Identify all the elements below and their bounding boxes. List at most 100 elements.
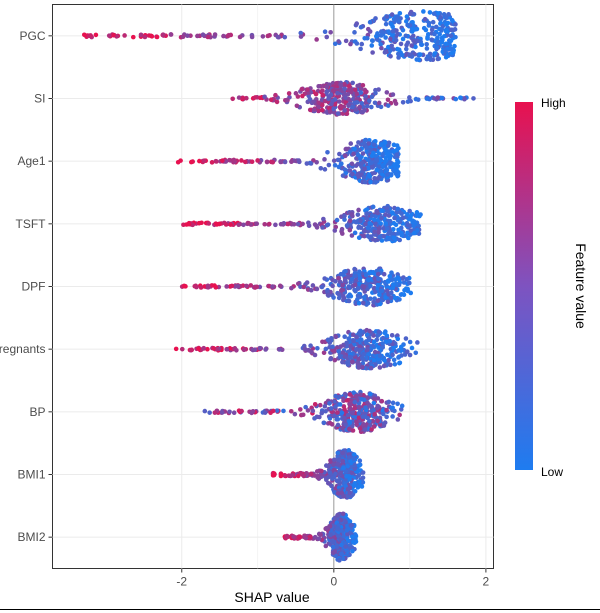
shap-point <box>378 42 383 47</box>
shap-point <box>254 284 260 290</box>
shap-point <box>384 90 390 95</box>
shap-point <box>357 347 363 353</box>
shap-point <box>348 141 354 146</box>
shap-point <box>355 285 361 291</box>
shap-point <box>142 34 148 40</box>
shap-point <box>219 410 225 415</box>
shap-point <box>418 52 423 57</box>
shap-point <box>229 283 235 289</box>
shap-point <box>337 279 343 285</box>
shap-point <box>385 151 391 157</box>
shap-point <box>347 420 353 426</box>
shap-point <box>357 337 362 343</box>
shap-point <box>274 99 280 105</box>
shap-point <box>345 486 351 492</box>
shap-point <box>322 167 328 172</box>
shap-point <box>340 231 345 236</box>
shap-point <box>209 160 215 165</box>
shap-point <box>389 333 395 338</box>
shap-point <box>372 289 378 295</box>
shap-point <box>358 24 364 30</box>
shap-point <box>357 458 363 464</box>
y-tick-label: BMI2 <box>17 530 45 544</box>
shap-point <box>370 204 376 210</box>
shap-point <box>395 333 400 338</box>
shap-point <box>340 511 346 517</box>
shap-point <box>289 159 294 165</box>
shap-point <box>325 222 331 227</box>
shap-point <box>363 340 369 345</box>
shap-point <box>414 57 420 62</box>
shap-point <box>356 463 362 468</box>
shap-point <box>333 224 339 230</box>
shap-point <box>400 27 406 33</box>
shap-point <box>336 39 341 44</box>
shap-point <box>82 32 87 38</box>
shap-point <box>359 160 365 166</box>
shap-point <box>411 219 417 224</box>
shap-point <box>359 101 365 106</box>
shap-point <box>376 276 381 282</box>
shap-point <box>393 17 399 22</box>
shap-point <box>405 22 410 28</box>
y-tick-label: Age1 <box>17 154 45 168</box>
shap-point <box>362 427 368 432</box>
shap-point <box>267 221 272 227</box>
shap-point <box>369 408 374 414</box>
shap-point <box>408 290 414 296</box>
legend-low-label: Low <box>541 465 563 479</box>
shap-point <box>212 32 218 37</box>
shap-point <box>359 397 365 402</box>
shap-point <box>376 329 382 335</box>
shap-point <box>332 413 337 419</box>
shap-point <box>416 223 421 229</box>
shap-point <box>388 290 394 296</box>
shap-point <box>316 100 322 106</box>
shap-point <box>411 230 417 236</box>
shap-point <box>366 98 372 103</box>
shap-point <box>360 151 366 156</box>
shap-point <box>373 138 378 144</box>
shap-point <box>391 357 397 363</box>
shap-point <box>389 295 394 301</box>
shap-point <box>239 408 244 414</box>
shap-point <box>381 363 387 369</box>
shap-point <box>304 280 310 285</box>
shap-point <box>389 270 394 276</box>
shap-point <box>387 161 393 167</box>
shap-point <box>356 415 362 420</box>
shap-point <box>354 41 360 46</box>
shap-point <box>401 215 406 220</box>
shap-point <box>361 352 367 357</box>
shap-point <box>378 104 384 110</box>
shap-point <box>343 153 348 159</box>
shap-point <box>443 48 448 54</box>
shap-point <box>339 542 344 548</box>
shap-point <box>355 152 361 158</box>
shap-point <box>327 109 333 115</box>
shap-point <box>350 171 355 177</box>
shap-point <box>394 28 399 33</box>
shap-point <box>320 88 325 93</box>
shap-point <box>375 31 380 36</box>
shap-point <box>363 221 368 227</box>
shap-point <box>323 346 329 352</box>
shap-point <box>443 29 449 34</box>
shap-point <box>295 221 301 227</box>
shap-point <box>242 159 248 165</box>
shap-point <box>369 94 375 100</box>
shap-point <box>357 147 363 153</box>
shap-point <box>278 159 284 165</box>
shap-point <box>285 221 291 227</box>
shap-point <box>371 358 377 363</box>
shap-point <box>379 238 385 243</box>
shap-point <box>396 227 401 233</box>
shap-point <box>360 364 365 370</box>
shap-point <box>353 163 359 168</box>
shap-point <box>363 137 369 143</box>
shap-point <box>197 158 202 164</box>
shap-point <box>336 478 342 483</box>
shap-point <box>395 206 401 212</box>
shap-point <box>332 357 338 363</box>
shap-point <box>315 346 320 351</box>
